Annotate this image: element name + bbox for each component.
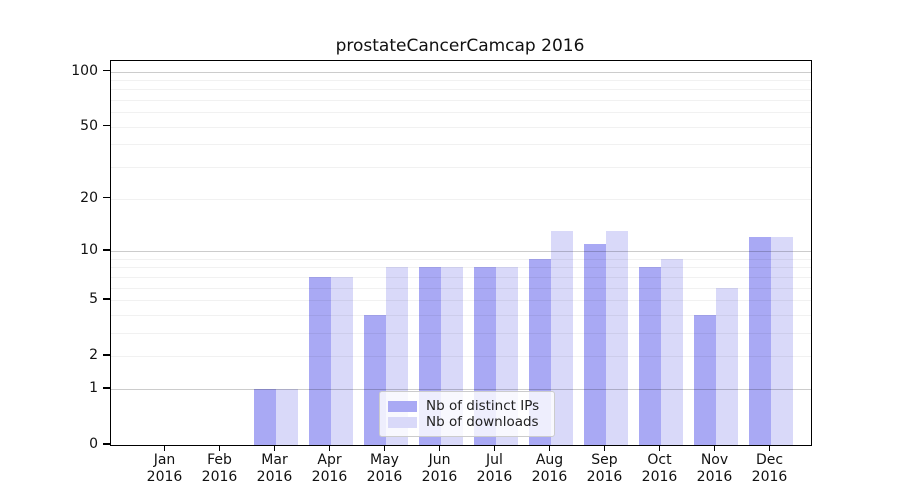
legend-row-distinct-ips: Nb of distinct IPs [388,398,546,414]
y-tick-mark [103,125,110,127]
x-tick-label: Nov 2016 [696,452,733,485]
bar-downloads-oct [660,258,683,445]
x-tick-label: Apr 2016 [311,452,348,485]
bar-distinct-ips-apr [308,276,331,445]
x-tick-label: May 2016 [366,452,403,485]
y-tick-mark [103,69,110,72]
gridline-minor [111,144,811,146]
y-tick-label: 100 [71,62,98,79]
x-tick-mark [603,445,606,451]
x-tick-mark [768,445,771,451]
bar-distinct-ips-mar [253,388,276,445]
x-tick-mark [548,445,551,451]
bar-downloads-apr [330,276,353,445]
gridline-minor [111,167,811,169]
y-tick-label: 0 [89,436,98,452]
y-tick-mark [103,196,110,199]
x-tick-mark [218,445,221,451]
gridline-minor [111,258,811,260]
y-tick-mark [103,443,110,445]
legend-label-downloads: Nb of downloads [426,414,539,430]
x-tick-label: Sep 2016 [586,452,623,485]
gridline-minor [111,79,811,81]
x-tick-label: Oct 2016 [641,452,678,485]
gridline-minor [111,198,811,200]
y-tick-label: 20 [80,189,98,206]
gridline-minor [111,126,811,128]
x-tick-label: Jan 2016 [146,452,183,485]
bar-downloads-dec [770,237,793,445]
y-tick-label: 50 [80,117,98,134]
x-tick-label: Mar 2016 [256,452,293,485]
bar-distinct-ips-dec [748,237,771,445]
legend-row-downloads: Nb of downloads [388,414,546,430]
bar-distinct-ips-sep [583,243,606,445]
y-tick-mark [103,249,110,251]
bar-distinct-ips-nov [693,314,716,445]
x-tick-mark [273,445,276,451]
gridline-major [111,250,811,252]
x-tick-mark [328,445,331,451]
y-tick-label: 1 [89,379,98,396]
gridline-minor [111,112,811,114]
legend: Nb of distinct IPs Nb of downloads [379,391,555,437]
bar-downloads-mar [275,388,298,445]
gridline-minor [111,89,811,91]
x-tick-label: Dec 2016 [751,452,788,485]
x-tick-mark [658,445,661,451]
x-tick-mark [493,445,496,451]
x-tick-mark [383,445,386,451]
x-tick-label: Jun 2016 [421,452,458,485]
plot-area: Nb of distinct IPs Nb of downloads [110,60,812,446]
x-tick-mark [713,445,716,451]
y-tick-label: 10 [80,241,98,258]
bar-downloads-aug [550,231,573,445]
y-tick-mark [103,387,110,389]
legend-label-distinct-ips: Nb of distinct IPs [426,398,540,414]
y-tick-label: 5 [89,290,98,307]
chart-title: prostateCancerCamcap 2016 [335,36,585,56]
x-tick-label: Jul 2016 [476,452,513,485]
legend-swatch-distinct-ips [388,400,417,412]
gridline-minor [111,100,811,102]
y-tick-label: 2 [89,347,98,364]
y-tick-mark [103,354,110,356]
x-tick-label: Aug 2016 [531,452,568,485]
x-tick-mark [163,445,166,451]
x-tick-mark [438,445,441,451]
y-tick-mark [103,298,110,300]
bar-distinct-ips-oct [638,267,661,445]
legend-swatch-downloads [388,416,417,428]
bar-downloads-nov [715,287,738,445]
gridline-major [111,71,811,73]
x-tick-label: Feb 2016 [201,452,238,485]
bar-downloads-sep [605,231,628,445]
